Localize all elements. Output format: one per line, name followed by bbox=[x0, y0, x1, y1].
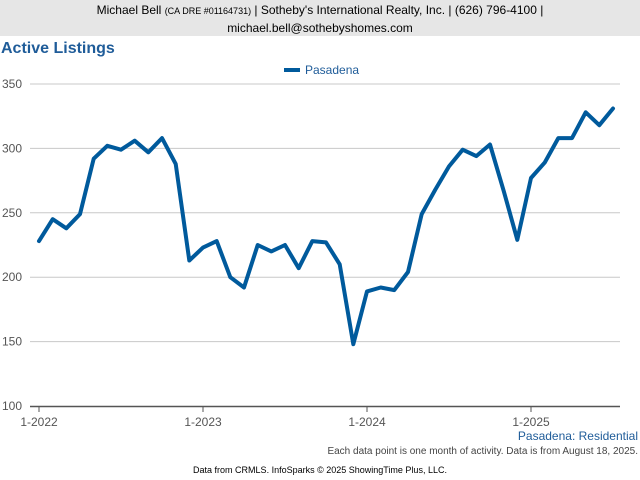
agent-dre: (CA DRE #01164731) bbox=[164, 6, 252, 16]
agent-name: Michael Bell bbox=[96, 3, 162, 17]
data-source: Data from CRMLS. InfoSparks © 2025 Showi… bbox=[193, 465, 447, 475]
x-tick-label: 1-2024 bbox=[348, 415, 386, 429]
header-line-1: Michael Bell (CA DRE #01164731) | Sotheb… bbox=[0, 2, 640, 20]
x-tick-label: 1-2025 bbox=[512, 415, 550, 429]
data-note: Each data point is one month of activity… bbox=[327, 446, 638, 457]
agent-email: michael.bell@sothebyshomes.com bbox=[227, 21, 413, 35]
agent-company: | Sotheby's International Realty, Inc. |… bbox=[251, 3, 544, 17]
legend-label: Pasadena bbox=[305, 63, 359, 77]
x-tick-label: 1-2022 bbox=[20, 415, 58, 429]
x-tick-label: 1-2023 bbox=[184, 415, 222, 429]
agent-header: Michael Bell (CA DRE #01164731) | Sotheb… bbox=[0, 0, 640, 36]
chart-caption: Pasadena: Residential bbox=[517, 429, 638, 443]
y-tick-label: 200 bbox=[2, 270, 22, 284]
y-tick-label: 350 bbox=[2, 77, 22, 91]
y-tick-label: 100 bbox=[2, 399, 22, 413]
y-tick-label: 150 bbox=[2, 335, 22, 349]
chart-title: Active Listings bbox=[1, 40, 115, 57]
y-tick-label: 300 bbox=[2, 141, 22, 155]
y-tick-label: 250 bbox=[2, 206, 22, 220]
series-line-pasadena bbox=[37, 106, 615, 347]
